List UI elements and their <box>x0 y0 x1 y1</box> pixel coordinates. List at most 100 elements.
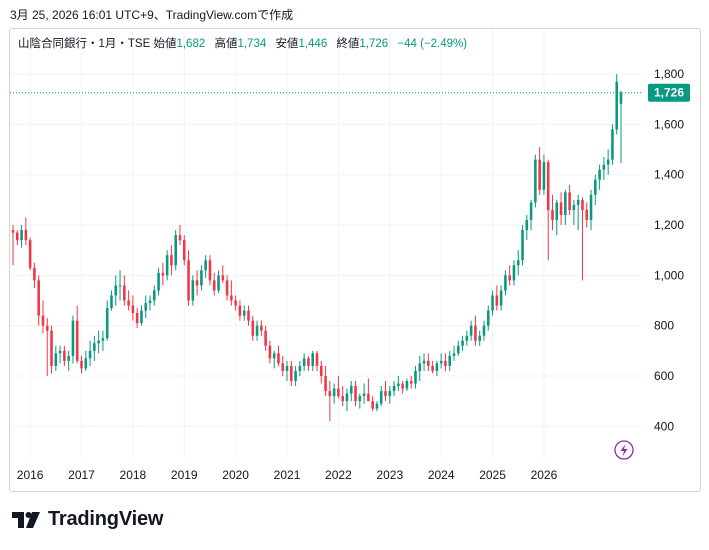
candle[interactable] <box>358 393 362 409</box>
candle[interactable] <box>551 194 554 231</box>
candle[interactable] <box>118 270 122 301</box>
candle[interactable] <box>606 149 610 175</box>
candle[interactable] <box>474 315 477 346</box>
candle[interactable] <box>277 345 280 366</box>
candle[interactable] <box>379 386 383 407</box>
candle[interactable] <box>144 295 148 319</box>
candle[interactable] <box>461 335 464 351</box>
candle[interactable] <box>208 255 212 286</box>
lightning-icon[interactable] <box>614 440 634 460</box>
candle[interactable] <box>319 360 323 384</box>
candle[interactable] <box>521 225 524 266</box>
candle[interactable] <box>546 159 550 261</box>
candle[interactable] <box>50 325 53 374</box>
candle[interactable] <box>260 320 263 336</box>
candle[interactable] <box>238 300 242 321</box>
candle[interactable] <box>285 360 289 382</box>
candle[interactable] <box>204 255 207 278</box>
candle[interactable] <box>54 345 58 371</box>
candle[interactable] <box>534 154 537 208</box>
candle[interactable] <box>110 290 113 311</box>
candle[interactable] <box>311 350 315 371</box>
candle[interactable] <box>298 360 302 376</box>
candle[interactable] <box>71 315 75 364</box>
candle[interactable] <box>328 381 332 422</box>
candle[interactable] <box>212 272 216 296</box>
candle[interactable] <box>409 375 413 389</box>
candle[interactable] <box>414 365 417 389</box>
candle[interactable] <box>367 378 370 402</box>
candle[interactable] <box>140 305 143 326</box>
candle[interactable] <box>439 353 443 369</box>
candle[interactable] <box>45 318 49 376</box>
candle[interactable] <box>431 360 434 374</box>
candle[interactable] <box>41 300 45 334</box>
tradingview-logo[interactable]: TradingView <box>12 508 163 531</box>
candle[interactable] <box>170 245 173 276</box>
candle[interactable] <box>384 381 387 402</box>
candle[interactable] <box>58 345 62 364</box>
candle[interactable] <box>178 225 182 246</box>
candle[interactable] <box>397 375 400 392</box>
candle[interactable] <box>93 335 96 361</box>
candle[interactable] <box>230 280 233 306</box>
candle[interactable] <box>63 345 66 366</box>
candle[interactable] <box>251 315 255 341</box>
candle[interactable] <box>200 265 203 291</box>
candle[interactable] <box>572 199 576 226</box>
candle[interactable] <box>405 378 409 392</box>
candle[interactable] <box>33 262 36 288</box>
candle[interactable] <box>157 267 160 296</box>
candle[interactable] <box>148 295 152 311</box>
candle[interactable] <box>615 74 619 135</box>
candle[interactable] <box>307 355 310 371</box>
candle[interactable] <box>452 345 456 361</box>
candle[interactable] <box>504 270 507 296</box>
candle[interactable] <box>24 217 28 246</box>
candle[interactable] <box>598 164 601 190</box>
candle[interactable] <box>337 375 340 399</box>
candle[interactable] <box>349 381 353 402</box>
candle[interactable] <box>542 154 546 195</box>
candle[interactable] <box>187 250 190 306</box>
candle[interactable] <box>555 199 559 236</box>
candle[interactable] <box>538 147 541 195</box>
candle[interactable] <box>392 381 396 397</box>
candle[interactable] <box>217 270 220 293</box>
candle[interactable] <box>272 350 276 369</box>
candle[interactable] <box>388 386 392 404</box>
candle[interactable] <box>371 396 374 412</box>
candle[interactable] <box>508 265 511 286</box>
candle[interactable] <box>234 295 237 311</box>
candle[interactable] <box>427 353 430 371</box>
candle[interactable] <box>84 350 88 371</box>
candle[interactable] <box>97 330 100 354</box>
candle[interactable] <box>435 360 439 376</box>
candle[interactable] <box>127 290 130 311</box>
candle[interactable] <box>67 350 70 371</box>
candle[interactable] <box>255 320 259 341</box>
candle[interactable] <box>174 230 177 271</box>
candle[interactable] <box>499 285 503 311</box>
candle[interactable] <box>619 90 623 164</box>
candle[interactable] <box>594 174 597 205</box>
candle[interactable] <box>525 214 529 241</box>
candle[interactable] <box>486 305 490 331</box>
candle[interactable] <box>491 290 494 316</box>
candle[interactable] <box>264 325 267 351</box>
candle[interactable] <box>105 300 109 341</box>
candle[interactable] <box>161 262 165 286</box>
candle[interactable] <box>444 353 447 371</box>
candle[interactable] <box>195 270 199 296</box>
candle[interactable] <box>268 340 272 364</box>
candle[interactable] <box>20 225 23 248</box>
candle[interactable] <box>281 355 285 376</box>
candle[interactable] <box>422 353 426 371</box>
candle[interactable] <box>478 330 481 346</box>
candle[interactable] <box>88 340 92 366</box>
candle[interactable] <box>512 260 516 286</box>
candle[interactable] <box>225 275 229 301</box>
candle[interactable] <box>529 199 533 231</box>
candle[interactable] <box>465 330 469 346</box>
candle[interactable] <box>302 353 306 371</box>
